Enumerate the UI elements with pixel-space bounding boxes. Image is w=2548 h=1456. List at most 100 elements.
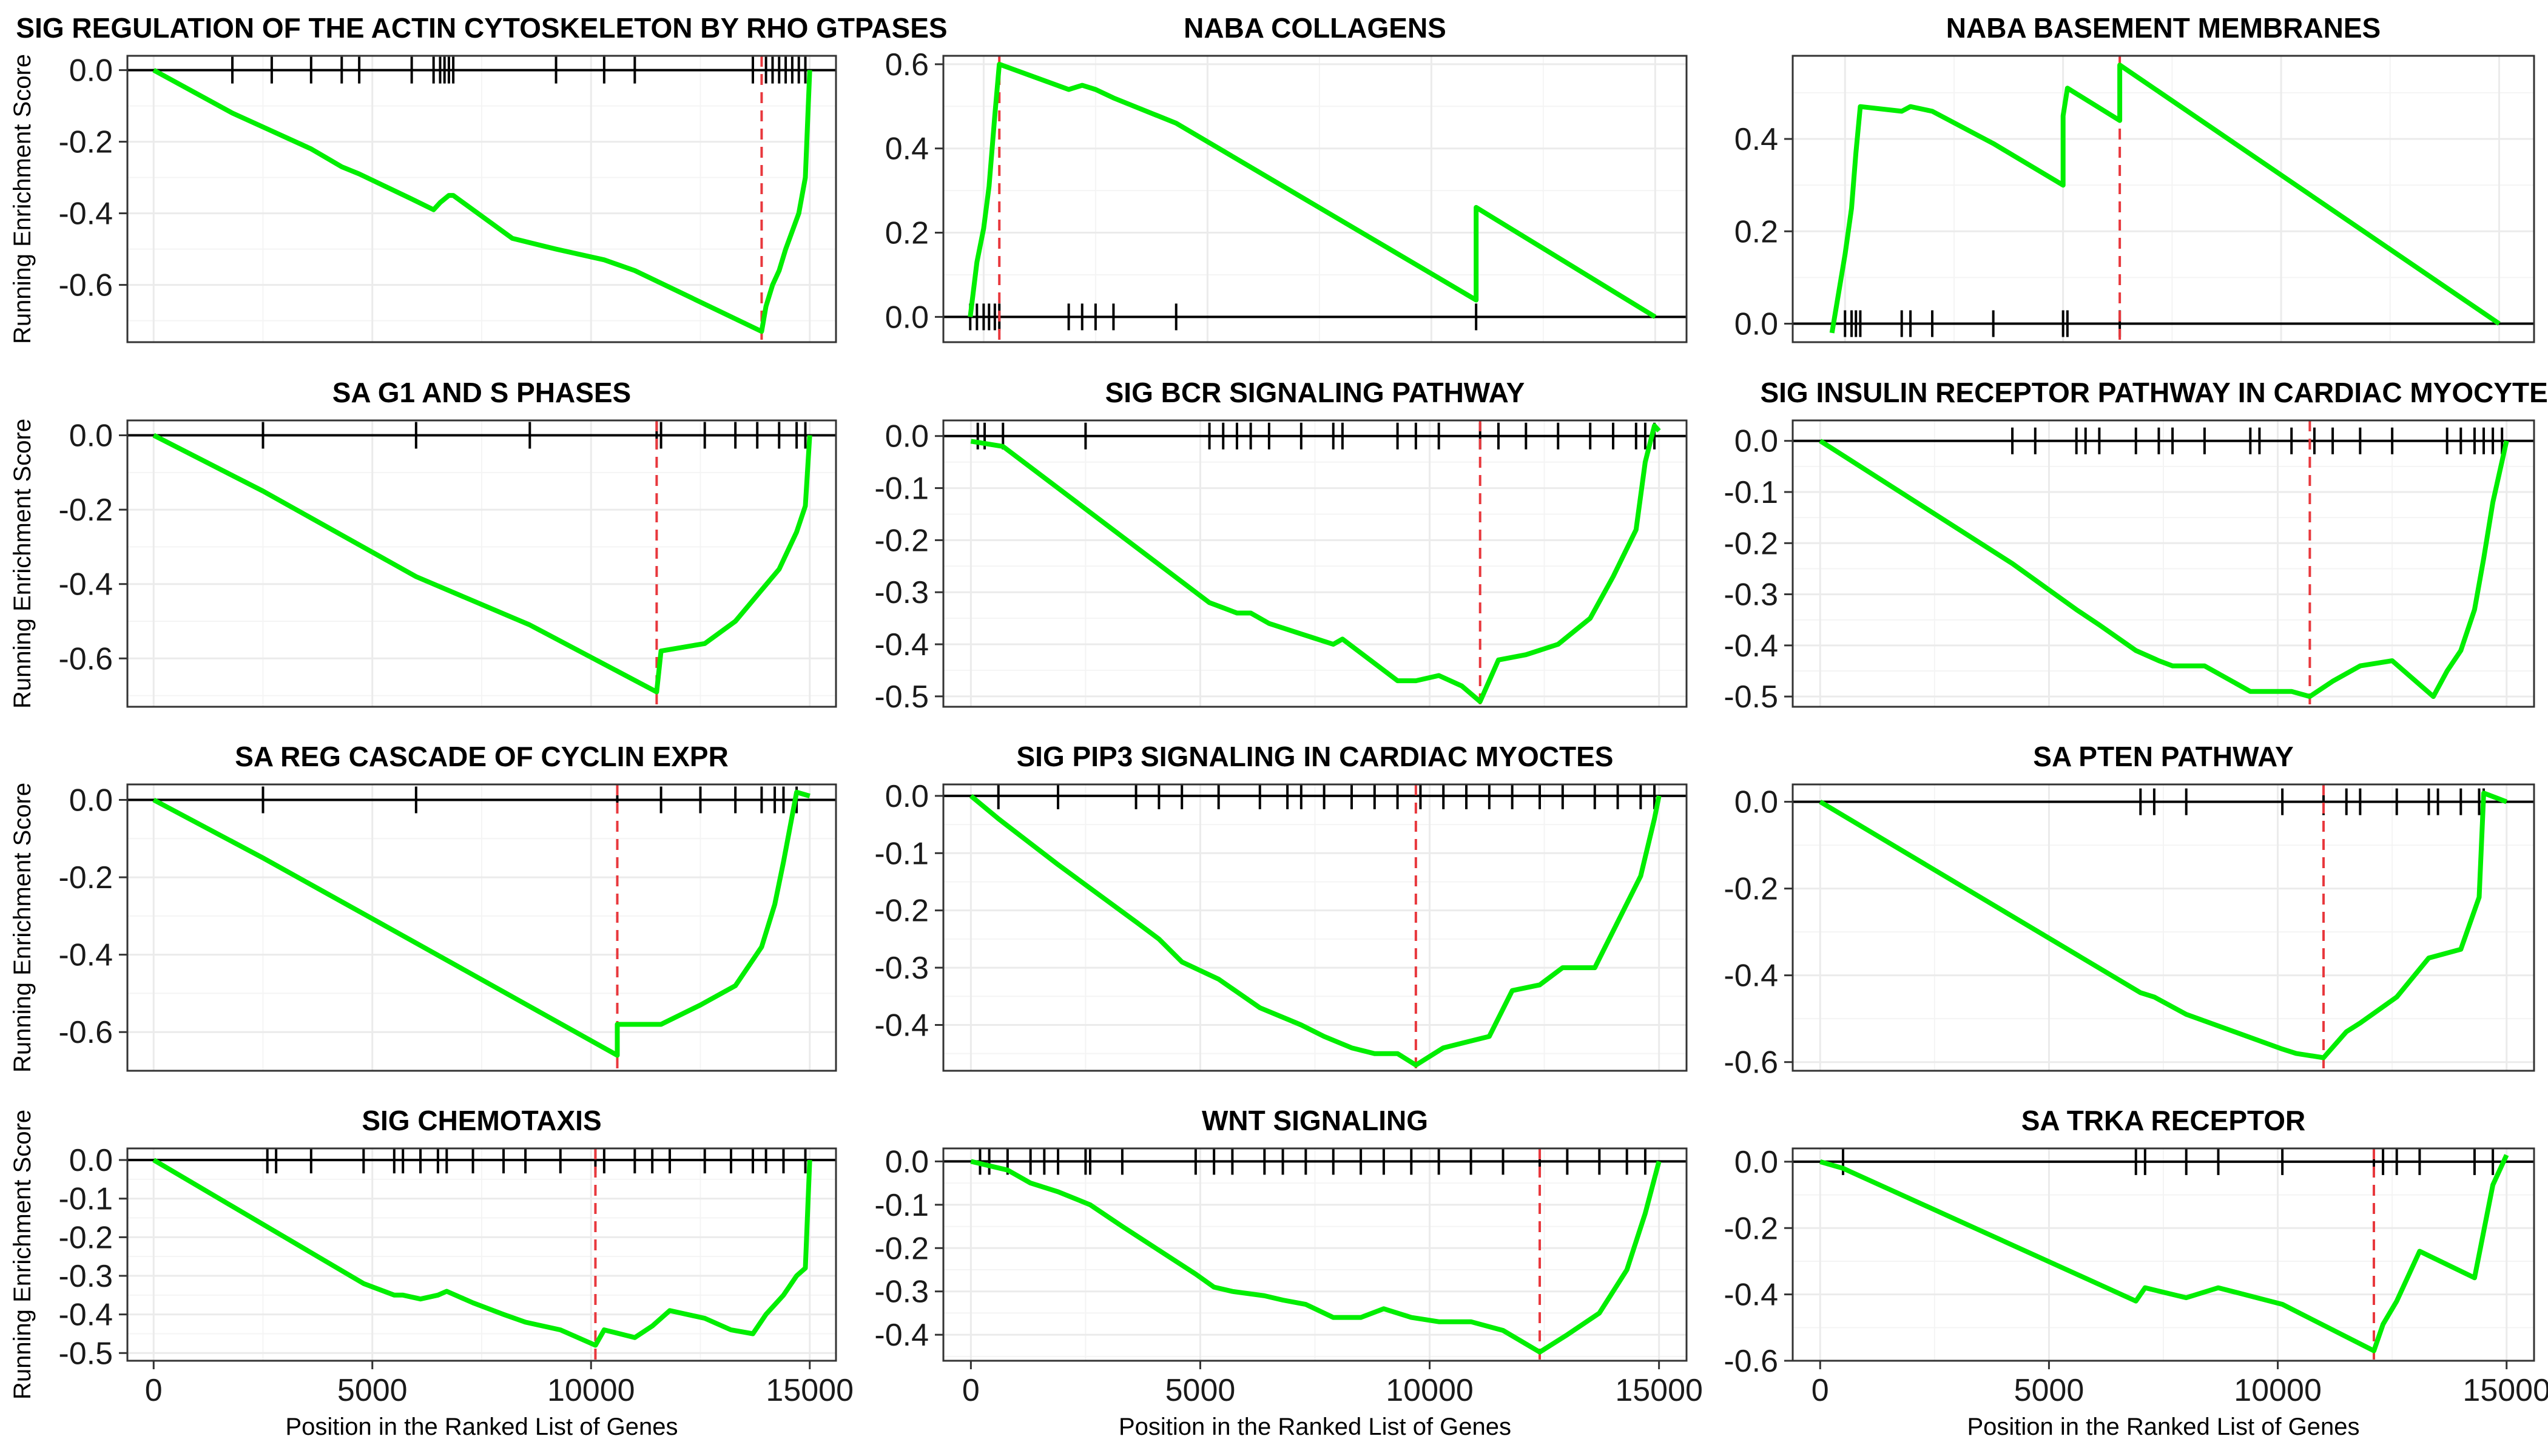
panel-title: SIG REGULATION OF THE ACTIN CYTOSKELETON… — [16, 12, 947, 44]
running-es-curve — [1819, 790, 2508, 1060]
x-tick-label: 5000 — [1165, 1373, 1236, 1408]
panel-title: NABA COLLAGENS — [1184, 12, 1446, 44]
y-tick-label: 0.2 — [1734, 214, 1778, 249]
y-axis-label: Running Enrichment Score — [9, 783, 36, 1073]
panel-2: NABA COLLAGENS 0.0 0.2 0.4 0.6 — [885, 12, 1688, 343]
y-tick-label: -0.5 — [58, 1336, 113, 1371]
x-axis-label: Position in the Ranked List of Genes — [285, 1414, 678, 1440]
running-es-curve — [152, 433, 812, 695]
y-tick-label: -0.5 — [1724, 679, 1778, 715]
y-tick-label: -0.6 — [1724, 1045, 1778, 1080]
panel-border — [1791, 419, 2535, 708]
y-tick-label: -0.3 — [874, 575, 929, 610]
running-es-curve — [1819, 1154, 2509, 1353]
y-tick-label: 0.0 — [69, 1143, 113, 1178]
y-tick-label: 0.0 — [69, 419, 113, 454]
panel-border — [942, 55, 1688, 343]
panel-title: WNT SIGNALING — [1202, 1105, 1428, 1136]
panel-title: SIG INSULIN RECEPTOR PATHWAY IN CARDIAC … — [1760, 377, 2548, 408]
x-tick-label: 5000 — [337, 1373, 408, 1408]
x-tick-label: 10000 — [2234, 1373, 2322, 1408]
panel-border — [126, 783, 837, 1072]
panel-title: SA G1 AND S PHASES — [332, 377, 631, 408]
y-tick-label: -0.2 — [1724, 1211, 1778, 1246]
panel-border — [942, 1147, 1688, 1362]
y-tick-label: 0.0 — [69, 53, 113, 89]
y-tick-label: 0.0 — [1734, 307, 1778, 342]
y-tick-label: -0.6 — [1724, 1344, 1778, 1379]
gene-hits — [231, 56, 807, 84]
gene-hits — [976, 422, 1656, 450]
y-tick-label: 0.0 — [69, 783, 113, 818]
y-tick-label: 0.6 — [885, 47, 929, 83]
running-es-curve — [1829, 62, 2501, 334]
running-es-curve — [970, 423, 1661, 704]
y-tick-label: -0.2 — [58, 1220, 113, 1255]
y-tick-label: -0.3 — [874, 1275, 929, 1310]
y-tick-label: -0.3 — [58, 1259, 113, 1294]
panel-12: SA TRKA RECEPTOR 0.0 -0.2 -0.4 -0.6 0 5000 1000… — [1724, 1105, 2548, 1440]
panel-border — [942, 419, 1688, 708]
running-es-curve — [970, 1159, 1662, 1355]
panel-border — [1791, 783, 2535, 1072]
y-tick-label: -0.4 — [58, 1298, 113, 1333]
y-axis-label: Running Enrichment Score — [9, 1110, 36, 1400]
y-tick-label: -0.4 — [874, 1318, 929, 1353]
x-tick-label: 15000 — [766, 1373, 854, 1408]
x-tick-label: 15000 — [1615, 1373, 1703, 1408]
panel-title: SIG BCR SIGNALING PATHWAY — [1105, 377, 1525, 408]
y-tick-label: -0.2 — [874, 894, 929, 929]
y-tick-label: 0.4 — [885, 132, 929, 167]
y-tick-label: -0.4 — [874, 1008, 929, 1043]
y-tick-label: -0.1 — [874, 836, 929, 871]
x-tick-label: 0 — [962, 1373, 980, 1408]
panel-title: SA PTEN PATHWAY — [2033, 741, 2293, 772]
running-es-curve — [968, 61, 1657, 319]
y-tick-label: -0.4 — [58, 567, 113, 602]
panel-border — [126, 419, 837, 708]
panel-border — [1791, 55, 2535, 343]
panel-border — [942, 783, 1688, 1072]
y-tick-label: -0.6 — [58, 268, 113, 303]
panel-5: SIG BCR SIGNALING PATHWAY 0.0 -0.1 -0.2 -0.3… — [874, 377, 1688, 715]
x-tick-label: 15000 — [2462, 1373, 2548, 1408]
gene-hits — [266, 1148, 807, 1174]
panel-title: SA REG CASCADE OF CYCLIN EXPR — [235, 741, 729, 772]
gene-hits — [969, 303, 1478, 331]
panel-6: SIG INSULIN RECEPTOR PATHWAY IN CARDIAC … — [1724, 377, 2548, 715]
y-tick-label: 0.0 — [885, 779, 929, 814]
y-tick-label: -0.4 — [1724, 629, 1778, 664]
y-tick-label: -0.6 — [58, 641, 113, 676]
panel-title: SA TRKA RECEPTOR — [2021, 1105, 2306, 1136]
y-tick-label: -0.4 — [58, 197, 113, 232]
x-tick-label: 5000 — [2014, 1373, 2085, 1408]
panel-border — [1791, 1147, 2535, 1362]
panel-border — [126, 55, 837, 343]
y-tick-label: -0.1 — [874, 1188, 929, 1223]
y-tick-label: 0.0 — [885, 1144, 929, 1179]
y-tick-label: 0.0 — [885, 419, 929, 454]
panel-10: SIG CHEMOTAXIS 0.0 -0.1-0.2 -0.3 -0.4-0.5 Run… — [9, 1105, 854, 1440]
y-tick-label: 0.2 — [885, 216, 929, 251]
y-tick-label: -0.2 — [58, 493, 113, 528]
panel-title: NABA BASEMENT MEMBRANES — [1946, 12, 2381, 44]
panel-title: SIG CHEMOTAXIS — [362, 1105, 601, 1136]
y-tick-label: -0.2 — [874, 523, 929, 558]
x-tick-label: 10000 — [547, 1373, 635, 1408]
y-tick-label: 0.0 — [1734, 424, 1778, 459]
y-axis-label: Running Enrichment Score — [9, 54, 36, 344]
y-tick-label: -0.4 — [58, 938, 113, 973]
y-tick-label: 0.4 — [1734, 122, 1778, 157]
running-es-curve — [152, 1158, 812, 1348]
y-tick-label: -0.4 — [1724, 959, 1778, 994]
y-tick-label: 0.0 — [1734, 1145, 1778, 1180]
y-tick-label: -0.6 — [58, 1015, 113, 1050]
panel-grid: SIG REGULATION OF THE ACTIN CYTOSKELETON… — [9, 12, 2548, 1440]
panel-9: SA PTEN PATHWAY 0.0 -0.2 -0.4 -0.6 — [1724, 741, 2535, 1080]
running-es-curve — [152, 68, 812, 334]
y-tick-label: -0.2 — [1724, 526, 1778, 561]
panel-title: SIG PIP3 SIGNALING IN CARDIAC MYOCTES — [1017, 741, 1614, 772]
y-tick-label: -0.3 — [874, 951, 929, 986]
y-tick-label: -0.3 — [1724, 578, 1778, 613]
y-tick-label: 0.0 — [1734, 785, 1778, 820]
